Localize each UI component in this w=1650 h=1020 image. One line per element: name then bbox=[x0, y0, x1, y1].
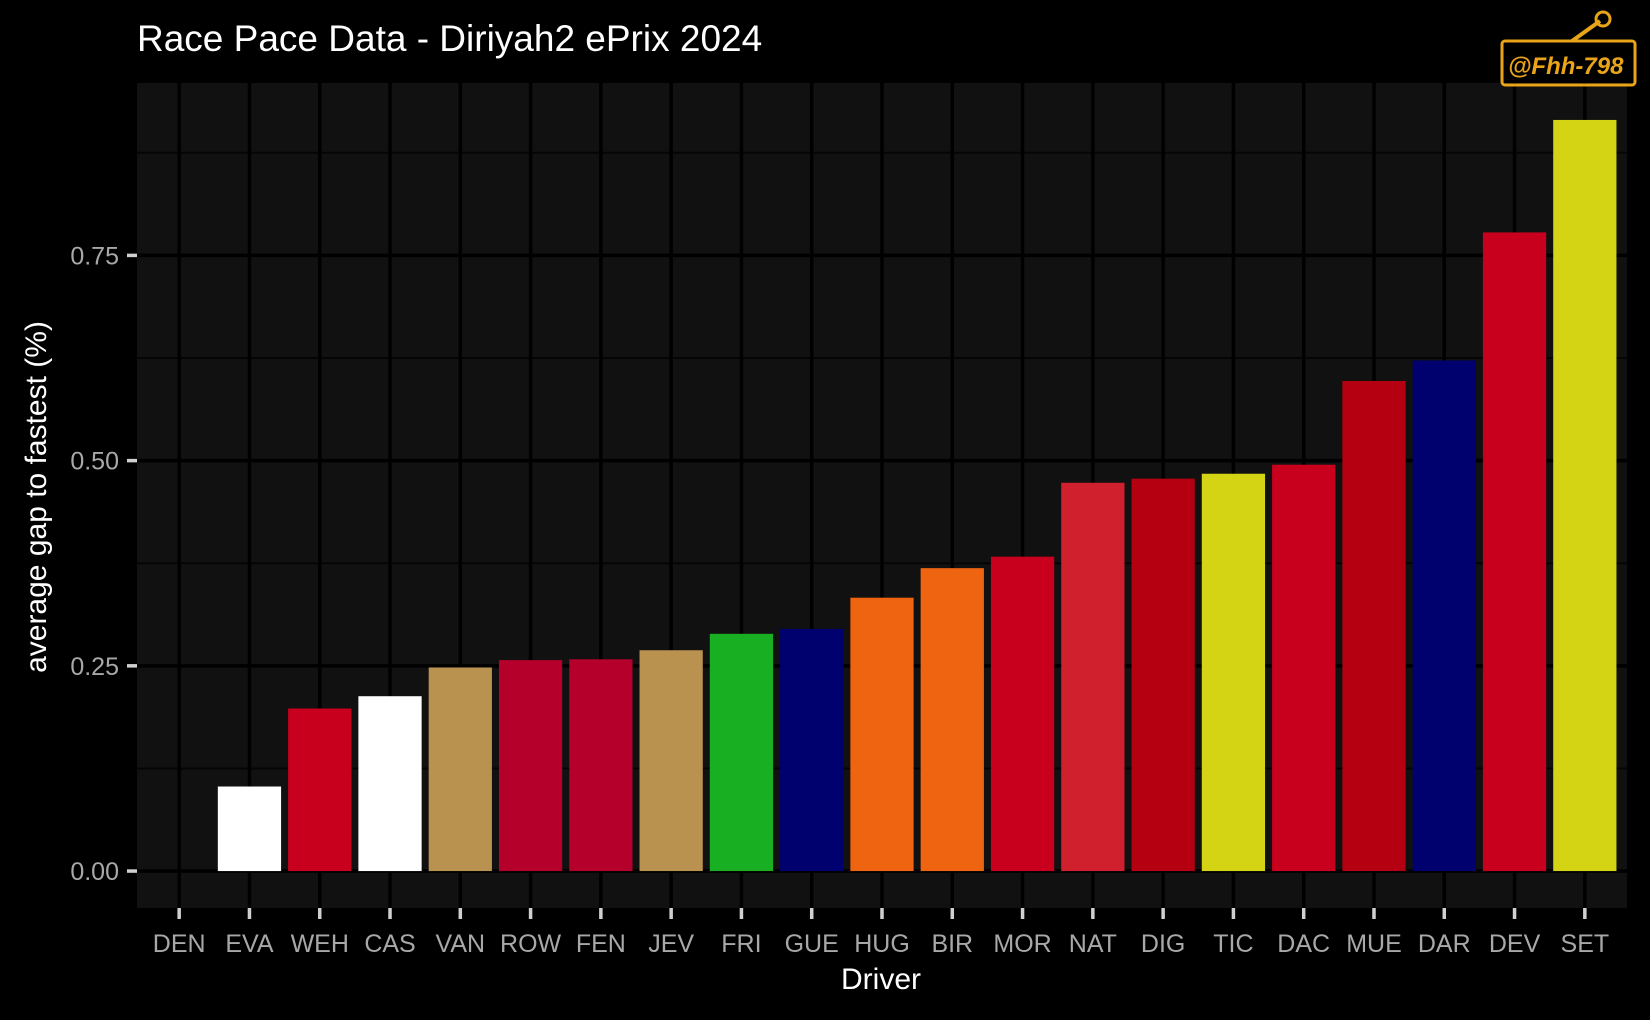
bar-dev bbox=[1482, 232, 1547, 872]
watermark-logo: @Fhh-798 bbox=[1500, 10, 1637, 87]
x-tick-label: SET bbox=[1561, 930, 1610, 958]
bar-set bbox=[1553, 119, 1617, 872]
bar-bir bbox=[920, 568, 984, 872]
y-tick-label: 0.75 bbox=[70, 242, 119, 270]
bar-row bbox=[498, 660, 563, 872]
x-tick-label: JEV bbox=[648, 930, 694, 958]
x-tick-label: ROW bbox=[500, 930, 562, 958]
x-tick-label: MUE bbox=[1346, 930, 1402, 958]
bars bbox=[217, 119, 1617, 872]
y-tick-label: 0.00 bbox=[70, 858, 119, 886]
bar-fen bbox=[569, 659, 633, 872]
x-axis-title: Driver bbox=[841, 963, 921, 996]
x-axis: DEN EVA WEH CAS VAN ROW FEN JEV FRI GUE HUG BIR MOR N… bbox=[153, 908, 1609, 958]
x-tick-label: DEV bbox=[1489, 930, 1541, 958]
bar-hug bbox=[850, 597, 914, 872]
x-tick-label: FEN bbox=[576, 930, 626, 958]
x-tick-label: DAR bbox=[1418, 930, 1471, 958]
bar-tic bbox=[1201, 473, 1266, 872]
x-tick-label: FRI bbox=[721, 930, 761, 958]
x-tick-label: VAN bbox=[436, 930, 486, 958]
bar-gue bbox=[780, 628, 844, 872]
bar-dig bbox=[1131, 478, 1195, 872]
bar-dar bbox=[1412, 360, 1476, 872]
watermark-key-ring-icon bbox=[1594, 10, 1612, 28]
x-tick-label: DEN bbox=[153, 930, 206, 958]
x-tick-label: TIC bbox=[1213, 930, 1253, 958]
x-tick-label: MOR bbox=[993, 930, 1051, 958]
bar-jev bbox=[639, 650, 703, 872]
bar-eva bbox=[217, 786, 282, 872]
bar-weh bbox=[288, 708, 352, 872]
bar-dac bbox=[1272, 464, 1336, 872]
x-tick-label: WEH bbox=[291, 930, 349, 958]
chart-title: Race Pace Data - Diriyah2 ePrix 2024 bbox=[137, 18, 762, 59]
y-axis-title: average gap to fastest (%) bbox=[20, 321, 53, 673]
y-tick-label: 0.50 bbox=[70, 448, 119, 476]
x-tick-label: DIG bbox=[1141, 930, 1185, 958]
x-tick-label: BIR bbox=[931, 930, 973, 958]
x-tick-label: DAC bbox=[1277, 930, 1330, 958]
bar-mue bbox=[1342, 380, 1406, 872]
y-tick-label: 0.25 bbox=[70, 653, 119, 681]
y-axis: 0.00 0.25 0.50 0.75 bbox=[70, 242, 137, 886]
bar-van bbox=[428, 667, 492, 872]
bar-fri bbox=[709, 633, 774, 872]
bar-nat bbox=[1061, 482, 1125, 872]
bar-cas bbox=[358, 696, 422, 872]
x-tick-label: NAT bbox=[1069, 930, 1117, 958]
x-tick-label: CAS bbox=[364, 930, 415, 958]
watermark-logo-frame bbox=[1500, 39, 1637, 87]
x-tick-label: EVA bbox=[225, 930, 273, 958]
bar-mor bbox=[990, 556, 1055, 872]
x-tick-label: GUE bbox=[785, 930, 839, 958]
x-tick-label: HUG bbox=[854, 930, 910, 958]
watermark-logo-text: @Fhh-798 bbox=[1508, 53, 1624, 80]
watermark-key-icon bbox=[1570, 19, 1602, 43]
